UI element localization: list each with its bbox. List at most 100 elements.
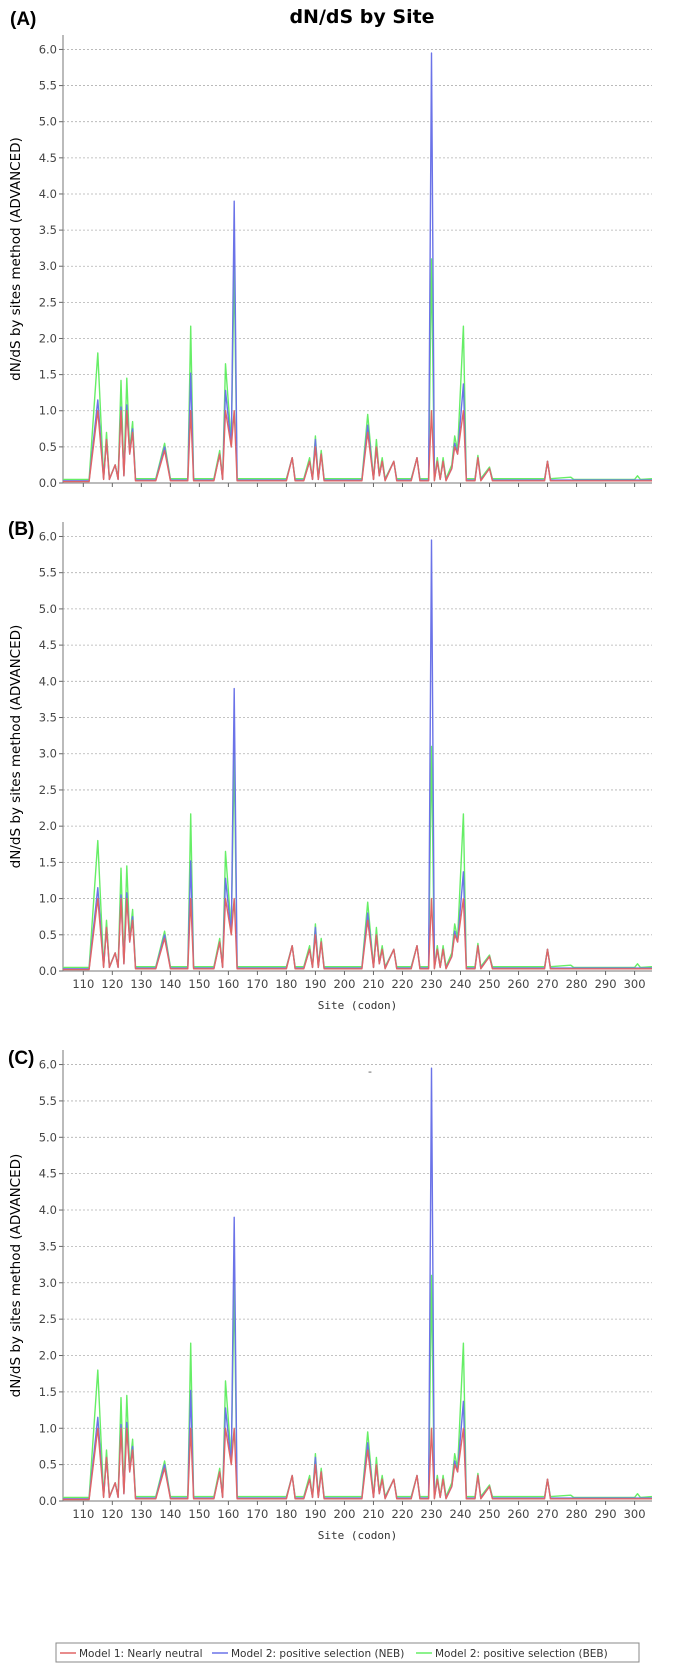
- x-tick-label: 220: [391, 1507, 413, 1521]
- y-tick-label: 1.5: [39, 855, 57, 869]
- x-tick-label: 150: [188, 977, 210, 991]
- x-tick-label: 260: [508, 1507, 530, 1521]
- series-line-beb: [63, 258, 653, 481]
- x-tick-label: 200: [333, 977, 355, 991]
- panel-label: (C): [8, 1048, 34, 1069]
- x-tick-label: 200: [333, 1507, 355, 1521]
- x-tick-label: 110: [72, 977, 94, 991]
- x-tick-label: 300: [624, 977, 646, 991]
- y-tick-label: 0.5: [39, 440, 57, 454]
- separator-dash: -: [368, 1065, 372, 1078]
- y-axis-label: dN/dS by sites method (ADVANCED): [8, 625, 24, 869]
- x-tick-label: 240: [450, 1507, 472, 1521]
- x-tick-label: 170: [246, 977, 268, 991]
- y-axis-label: dN/dS by sites method (ADVANCED): [8, 137, 24, 381]
- x-tick-label: 230: [421, 977, 443, 991]
- x-tick-label: 140: [159, 1507, 181, 1521]
- y-tick-label: 4.0: [39, 187, 57, 201]
- series-line-model1: [63, 1427, 652, 1501]
- x-tick-label: 300: [624, 1507, 646, 1521]
- x-tick-label: 190: [304, 977, 326, 991]
- x-tick-label: 260: [508, 977, 530, 991]
- panel-label: (A): [10, 9, 36, 30]
- x-tick-label: 130: [130, 977, 152, 991]
- y-tick-label: 0.0: [39, 476, 57, 490]
- y-tick-label: 0.5: [39, 1458, 57, 1472]
- y-tick-label: 1.0: [39, 892, 57, 906]
- x-tick-label: 290: [595, 977, 617, 991]
- x-axis-label: Site (codon): [318, 999, 397, 1012]
- x-tick-label: 230: [421, 1507, 443, 1521]
- panel-c: (C) dN/dS by sites method (ADVANCED) 0.0 0.…: [8, 1048, 653, 1542]
- legend-label-beb: Model 2: positive selection (BEB): [435, 1648, 608, 1660]
- legend-box: [55, 1642, 640, 1663]
- y-tick-label: 2.5: [39, 1312, 57, 1326]
- y-tick-label: 0.0: [39, 964, 57, 978]
- y-tick-label: 5.5: [39, 566, 57, 580]
- x-tick-label: 180: [275, 1507, 297, 1521]
- x-tick-label: 250: [479, 977, 501, 991]
- y-tick-label: 4.5: [39, 638, 57, 652]
- legend-label-neb: Model 2: positive selection (NEB): [231, 1648, 404, 1660]
- y-tick-label: 6.0: [39, 529, 57, 543]
- y-tick-label: 1.5: [39, 1385, 57, 1399]
- y-tick-label: 2.0: [39, 1349, 57, 1363]
- legend: Model 1: Nearly neutral Model 2: positiv…: [55, 1642, 640, 1663]
- y-tick-label: 2.5: [39, 783, 57, 797]
- x-tick-label: 270: [537, 1507, 559, 1521]
- y-tick-label: 2.0: [39, 819, 57, 833]
- series-line-model1: [63, 410, 652, 483]
- y-tick-label: 5.5: [39, 1094, 57, 1108]
- x-tick-label: 250: [479, 1507, 501, 1521]
- y-tick-label: 3.0: [39, 1276, 57, 1290]
- legend-label-model1: Model 1: Nearly neutral: [79, 1648, 203, 1660]
- x-tick-label: 120: [101, 977, 123, 991]
- series-line-beb: [63, 745, 653, 969]
- series-line-model1: [63, 897, 652, 971]
- x-tick-label: 220: [391, 977, 413, 991]
- panel-a: (A) dN/dS by sites method (ADVANCED) 0.0 0.…: [8, 9, 653, 490]
- y-tick-label: 0.5: [39, 928, 57, 942]
- x-tick-label: 270: [537, 977, 559, 991]
- x-tick-label: 290: [595, 1507, 617, 1521]
- y-tick-label: 0.0: [39, 1494, 57, 1508]
- y-axis-label: dN/dS by sites method (ADVANCED): [8, 1154, 24, 1398]
- y-tick-label: 3.5: [39, 711, 57, 725]
- y-tick-label: 4.0: [39, 1203, 57, 1217]
- panel-label: (B): [8, 519, 34, 540]
- x-tick-label: 110: [72, 1507, 94, 1521]
- y-tick-label: 6.0: [39, 42, 57, 56]
- series-line-beb: [63, 1274, 653, 1499]
- x-tick-label: 180: [275, 977, 297, 991]
- series-line-neb: [63, 539, 652, 970]
- series-line-neb: [63, 1067, 652, 1500]
- x-tick-label: 190: [304, 1507, 326, 1521]
- y-tick-label: 3.5: [39, 223, 57, 237]
- series-line-neb: [63, 52, 652, 482]
- x-tick-label: 120: [101, 1507, 123, 1521]
- y-tick-label: 5.0: [39, 602, 57, 616]
- y-tick-label: 6.0: [39, 1058, 57, 1072]
- y-tick-label: 4.5: [39, 1167, 57, 1181]
- x-tick-label: 160: [217, 977, 239, 991]
- x-axis-label: Site (codon): [318, 1529, 397, 1542]
- x-tick-label: 210: [362, 977, 384, 991]
- y-tick-label: 1.0: [39, 404, 57, 418]
- x-tick-label: 210: [362, 1507, 384, 1521]
- chart-title: dN/dS by Site: [289, 6, 434, 28]
- y-tick-label: 5.5: [39, 79, 57, 93]
- x-tick-label: 150: [188, 1507, 210, 1521]
- x-tick-label: 240: [450, 977, 472, 991]
- y-tick-label: 1.5: [39, 368, 57, 382]
- y-tick-label: 1.0: [39, 1421, 57, 1435]
- y-tick-label: 3.0: [39, 747, 57, 761]
- x-tick-label: 160: [217, 1507, 239, 1521]
- y-tick-label: 4.5: [39, 151, 57, 165]
- panel-b: (B) dN/dS by sites method (ADVANCED) 0.0 0.…: [8, 519, 653, 1012]
- y-tick-label: 4.0: [39, 674, 57, 688]
- x-tick-label: 170: [246, 1507, 268, 1521]
- x-tick-label: 140: [159, 977, 181, 991]
- y-tick-label: 5.0: [39, 115, 57, 129]
- x-tick-label: 130: [130, 1507, 152, 1521]
